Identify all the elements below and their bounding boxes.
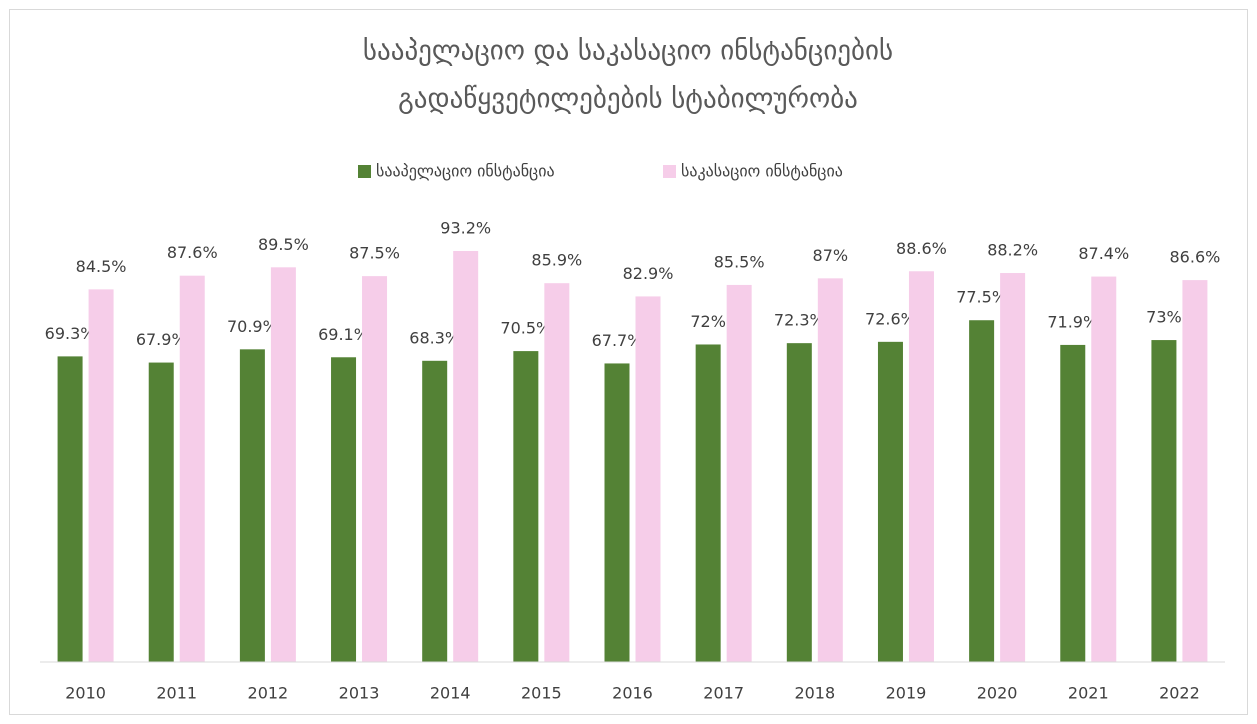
value-label: 87.6% xyxy=(167,243,218,262)
chart-title: გადაწყვეტილებების სტაბილურობა xyxy=(398,84,858,115)
bar xyxy=(239,349,265,662)
bar xyxy=(513,351,539,662)
bar xyxy=(877,341,903,662)
value-label: 87% xyxy=(813,246,849,265)
bar xyxy=(969,320,995,662)
bar xyxy=(57,356,83,662)
value-label: 82.9% xyxy=(623,264,674,283)
bar xyxy=(908,271,934,662)
value-label: 72% xyxy=(690,312,726,331)
value-label: 89.5% xyxy=(258,235,309,254)
bar xyxy=(179,275,205,662)
legend-swatch xyxy=(663,165,676,178)
value-label: 84.5% xyxy=(76,257,127,276)
bar xyxy=(422,360,448,662)
bar xyxy=(786,343,812,662)
value-label: 86.6% xyxy=(1170,248,1221,267)
x-tick-label: 2011 xyxy=(156,684,197,703)
x-tick-label: 2013 xyxy=(339,684,380,703)
x-tick-label: 2012 xyxy=(248,684,289,703)
value-label: 69.3% xyxy=(45,324,96,343)
value-label: 69.1% xyxy=(318,325,369,344)
bar xyxy=(362,276,388,662)
x-tick-label: 2022 xyxy=(1159,684,1200,703)
value-label: 85.9% xyxy=(531,251,582,270)
bar xyxy=(1060,344,1086,662)
value-label: 88.2% xyxy=(987,241,1038,260)
bar xyxy=(331,357,357,662)
x-tick-label: 2015 xyxy=(521,684,562,703)
value-label: 67.9% xyxy=(136,330,187,349)
legend-label: საკასაციო ინსტანცია xyxy=(681,162,843,181)
bar xyxy=(270,267,296,662)
value-label: 77.5% xyxy=(956,288,1007,307)
bar xyxy=(1182,280,1208,662)
x-tick-label: 2019 xyxy=(886,684,927,703)
x-tick-label: 2018 xyxy=(794,684,835,703)
x-tick-label: 2021 xyxy=(1068,684,1109,703)
value-label: 87.5% xyxy=(349,244,400,263)
bar xyxy=(695,344,721,662)
x-tick-label: 2017 xyxy=(703,684,744,703)
x-tick-label: 2010 xyxy=(65,684,106,703)
bar xyxy=(604,363,630,662)
value-label: 72.3% xyxy=(774,311,825,330)
x-tick-label: 2020 xyxy=(977,684,1018,703)
bar xyxy=(635,296,661,662)
bar xyxy=(453,250,479,662)
chart-title: სააპელაციო და საკასაციო ინსტანციების xyxy=(363,36,893,67)
bar xyxy=(88,289,114,662)
bar xyxy=(817,278,843,662)
bar xyxy=(148,362,174,662)
value-label: 73% xyxy=(1146,308,1182,327)
bar xyxy=(1091,276,1117,662)
x-tick-label: 2016 xyxy=(612,684,653,703)
legend-swatch xyxy=(358,165,371,178)
x-tick-label: 2014 xyxy=(430,684,471,703)
value-label: 88.6% xyxy=(896,239,947,258)
bar xyxy=(544,283,570,662)
bar xyxy=(726,284,752,662)
legend-label: სააპელაციო ინსტანცია xyxy=(376,162,555,181)
value-label: 85.5% xyxy=(714,252,765,271)
value-label: 93.2% xyxy=(440,218,491,237)
value-label: 70.9% xyxy=(227,317,278,336)
value-label: 67.7% xyxy=(592,331,643,350)
value-label: 68.3% xyxy=(409,328,460,347)
value-label: 70.5% xyxy=(500,319,551,338)
value-label: 87.4% xyxy=(1078,244,1129,263)
value-label: 72.6% xyxy=(865,309,916,328)
bar xyxy=(1000,273,1026,662)
value-label: 71.9% xyxy=(1047,312,1098,331)
bar xyxy=(1151,340,1177,662)
